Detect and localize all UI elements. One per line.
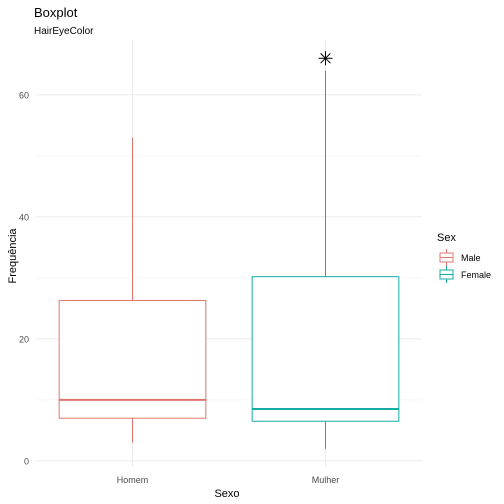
- y-axis-ticks: 0 20 40 60: [19, 90, 29, 466]
- y-tick-label: 60: [19, 90, 29, 100]
- x-tick-label: Homem: [117, 475, 149, 485]
- legend-label: Male: [461, 253, 481, 263]
- box-female: [251, 51, 400, 449]
- box-iqr: [58, 299, 207, 419]
- y-tick-label: 0: [24, 456, 29, 466]
- x-axis-ticks: Homem Mulher: [117, 475, 340, 485]
- legend-key-male: [439, 249, 454, 266]
- chart-title: Boxplot: [34, 5, 78, 20]
- outlier-stroke: [320, 53, 331, 64]
- y-tick-label: 20: [19, 334, 29, 344]
- box-iqr: [251, 276, 400, 422]
- x-axis-label: Sexo: [214, 488, 239, 500]
- box-male: [58, 137, 207, 443]
- legend-label: Female: [461, 270, 491, 280]
- y-axis-label: Frequência: [7, 228, 19, 284]
- outlier-point: [318, 51, 333, 66]
- y-tick-label: 40: [19, 212, 29, 222]
- legend: Sex Male Female: [437, 232, 491, 283]
- boxes: [58, 51, 400, 449]
- legend-key-female: [439, 266, 454, 283]
- chart-subtitle: HairEyeColor: [34, 26, 94, 37]
- x-tick-label: Mulher: [312, 475, 340, 485]
- legend-title: Sex: [437, 232, 456, 244]
